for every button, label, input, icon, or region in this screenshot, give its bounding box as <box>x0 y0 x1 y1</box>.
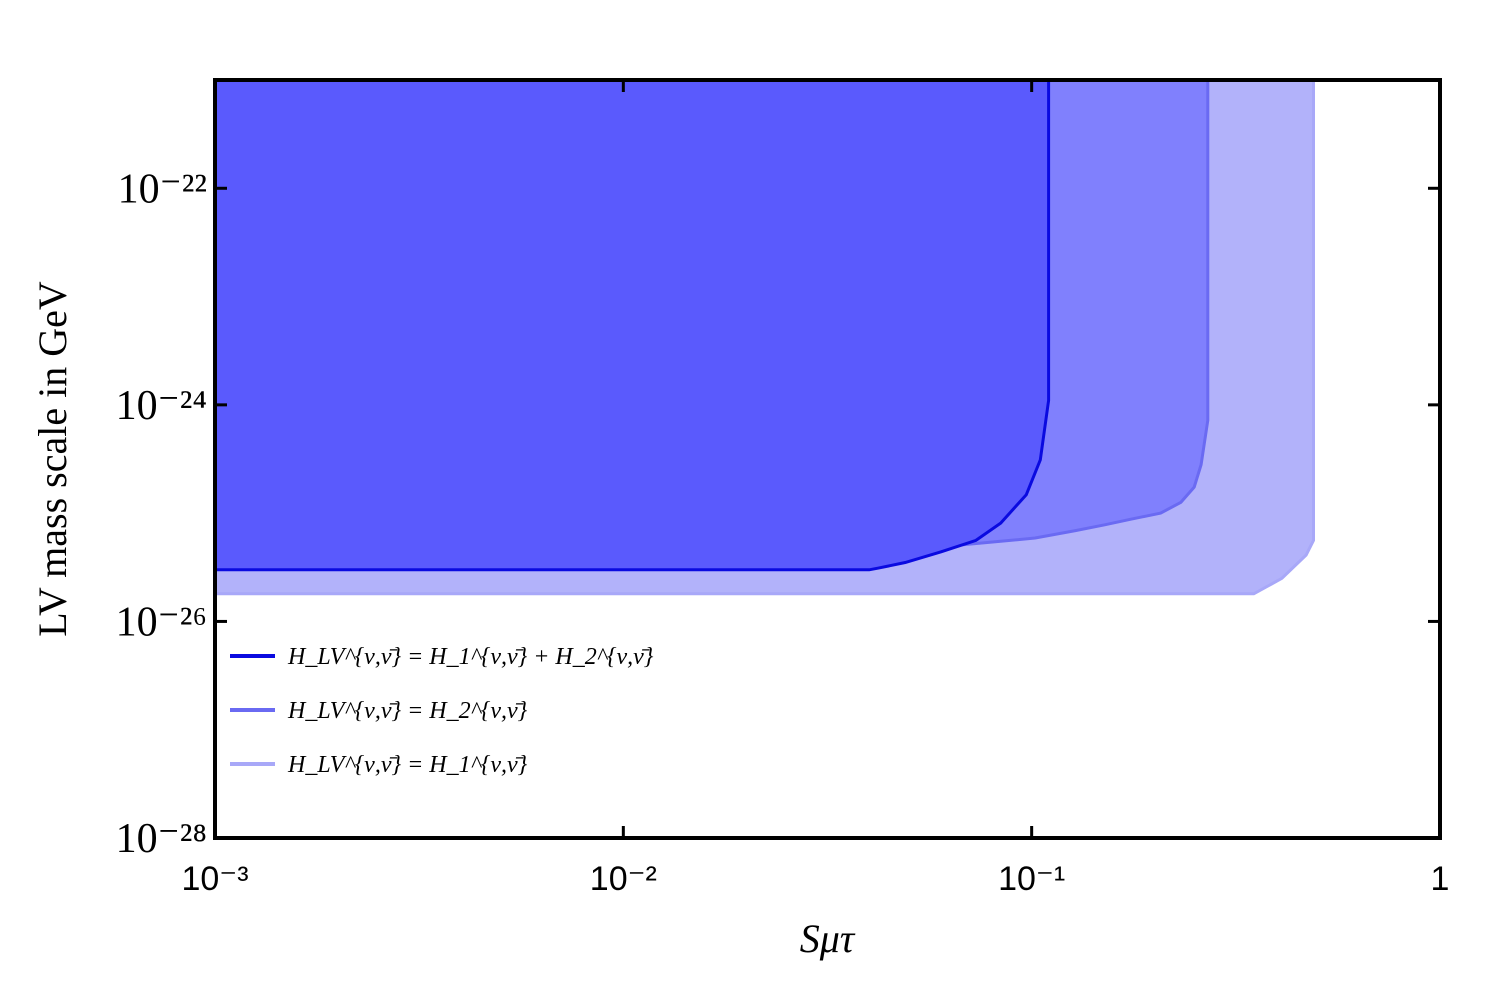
x-tick-label: 1 <box>1431 860 1450 898</box>
y-tick-label: 10⁻²² <box>118 166 207 212</box>
y-tick-label: 10⁻²⁸ <box>116 816 207 862</box>
plot-frame <box>213 78 1442 840</box>
area <box>213 78 1051 572</box>
x-tick-label: 10⁻² <box>590 860 657 898</box>
y-tick-label: 10⁻²⁴ <box>116 383 207 429</box>
legend-label: H_LV^{ν,ν̄} = H_1^{ν,ν̄} + H_2^{ν,ν̄} <box>287 644 654 670</box>
y-tick-label: 10⁻²⁶ <box>116 599 207 645</box>
legend-label: H_LV^{ν,ν̄} = H_2^{ν,ν̄} <box>287 698 528 724</box>
legend-label: H_LV^{ν,ν̄} = H_1^{ν,ν̄} <box>287 752 528 778</box>
y-axis-label: LV mass scale in GeV <box>30 281 75 637</box>
x-axis-label: Sμτ <box>800 916 856 961</box>
x-tick-label: 10⁻¹ <box>998 860 1065 898</box>
x-tick-label: 10⁻³ <box>181 860 248 898</box>
